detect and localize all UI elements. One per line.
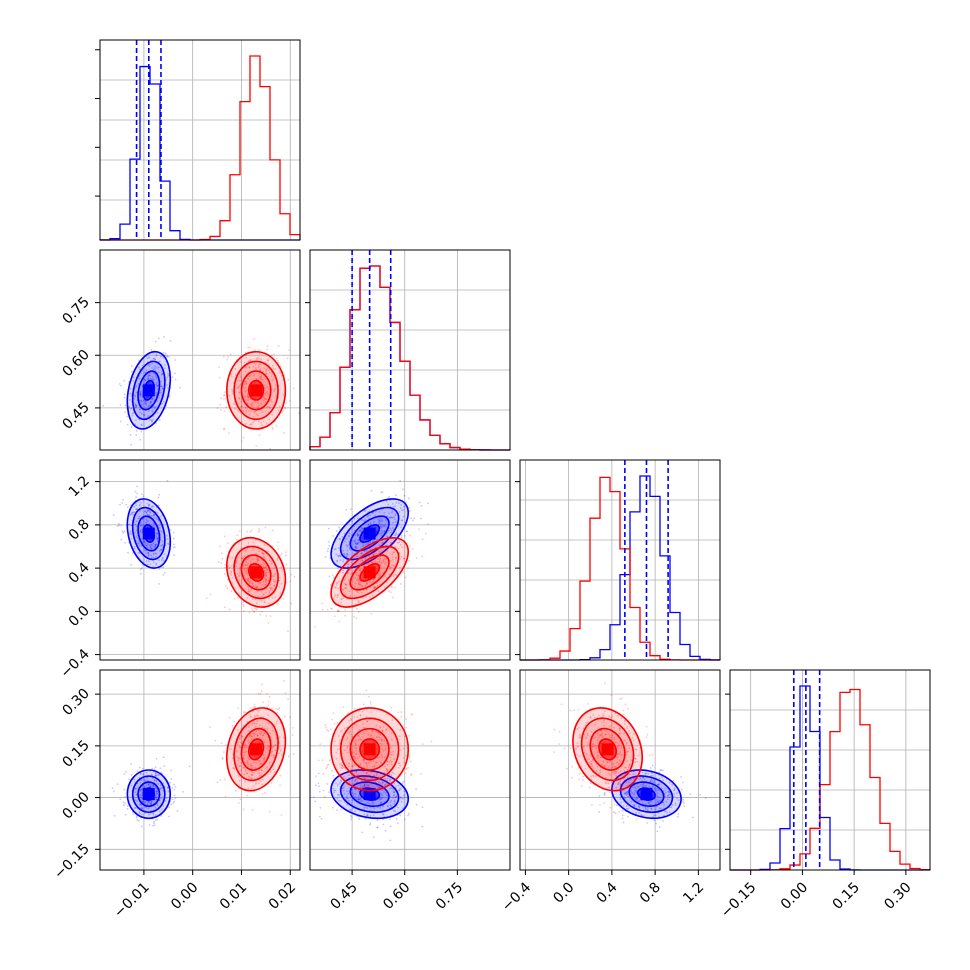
pair-panel-1-0 bbox=[102, 336, 300, 450]
panel-frame bbox=[99, 249, 301, 451]
x-tick-label: 0.15 bbox=[830, 880, 863, 913]
pair-panel-3-0 bbox=[111, 680, 295, 828]
density-peak-series-1 bbox=[142, 527, 155, 540]
scatter-series-2 bbox=[314, 523, 429, 628]
x-tick-label: 0.00 bbox=[778, 880, 811, 913]
x-tick-label: −0.15 bbox=[718, 880, 760, 922]
x-tick-label: 0.02 bbox=[266, 880, 299, 913]
y-tick-label: 0.75 bbox=[59, 294, 92, 327]
panel-frame bbox=[99, 669, 301, 871]
y-tick-label: 1.2 bbox=[66, 473, 93, 500]
pair-panel-3-2 bbox=[553, 682, 707, 833]
histogram-series-2 bbox=[519, 476, 720, 661]
panel-frame bbox=[519, 669, 721, 871]
panel-frame bbox=[99, 39, 301, 241]
histogram-series-1 bbox=[309, 265, 511, 451]
pair-panel-3-1 bbox=[310, 689, 433, 842]
x-tick-label: −0.4 bbox=[499, 879, 534, 914]
y-tick-label: 0.30 bbox=[59, 686, 92, 719]
density-peak-series-1 bbox=[363, 527, 376, 540]
x-tick-label: 0.0 bbox=[550, 880, 577, 907]
density-peak-series-2 bbox=[250, 384, 263, 397]
y-tick-label: 0.60 bbox=[59, 347, 92, 380]
panel-frame bbox=[99, 459, 301, 661]
density-peak-series-2 bbox=[363, 566, 376, 579]
pair-panel-2-0 bbox=[112, 479, 296, 633]
density-peak-series-1 bbox=[640, 788, 653, 801]
panel-frame bbox=[309, 669, 511, 871]
density-peak-series-1 bbox=[142, 384, 155, 397]
x-tick-label: 0.45 bbox=[328, 880, 361, 913]
y-tick-label: 0.45 bbox=[59, 399, 92, 432]
x-tick-label: 0.4 bbox=[594, 879, 621, 906]
x-tick-label: 0.60 bbox=[380, 880, 413, 913]
x-tick-label: 0.8 bbox=[637, 880, 664, 907]
x-tick-label: 0.75 bbox=[433, 880, 466, 913]
density-peak-series-2 bbox=[601, 743, 614, 756]
x-tick-label: −0.01 bbox=[111, 880, 153, 922]
y-tick-label: 0.00 bbox=[59, 789, 92, 822]
pair-panel-2-1 bbox=[314, 480, 429, 628]
y-tick-label: 0.4 bbox=[66, 560, 93, 587]
y-tick-label: −0.4 bbox=[57, 646, 92, 681]
density-peak-series-1 bbox=[142, 788, 155, 801]
histogram-series-2 bbox=[309, 265, 511, 451]
x-tick-label: 0.30 bbox=[881, 880, 914, 913]
panel-frame bbox=[519, 459, 721, 661]
x-tick-label: 1.2 bbox=[680, 880, 707, 907]
y-tick-label: 0.0 bbox=[66, 603, 93, 630]
y-tick-label: 0.15 bbox=[59, 737, 92, 770]
y-tick-label: −0.15 bbox=[51, 841, 93, 883]
panel-frame bbox=[309, 459, 511, 661]
panel-frame bbox=[729, 669, 931, 871]
y-tick-label: 0.8 bbox=[66, 516, 93, 543]
x-tick-label: 0.01 bbox=[217, 880, 250, 913]
density-peak-series-2 bbox=[363, 743, 376, 756]
density-peak-series-2 bbox=[250, 566, 263, 579]
x-tick-label: 0.00 bbox=[168, 880, 201, 913]
density-peak-series-2 bbox=[250, 743, 263, 756]
panel-frame bbox=[309, 249, 511, 451]
